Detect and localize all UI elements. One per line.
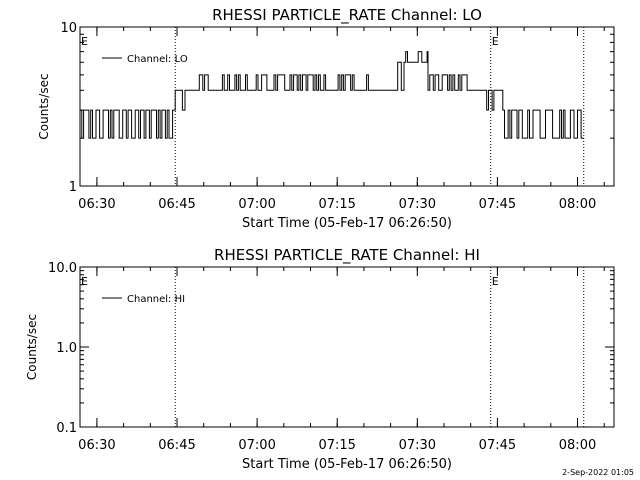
chart-title: RHESSI PARTICLE_RATE Channel: HI <box>214 246 480 265</box>
y-tick-label: 1 <box>69 180 77 195</box>
y-tick-label: 10 <box>60 21 77 36</box>
y-axis-label: Counts/sec <box>37 73 51 139</box>
x-tick-label: 07:45 <box>479 197 516 212</box>
y-tick-label: 10.0 <box>48 261 77 276</box>
x-axis-label: Start Time (05-Feb-17 06:26:50) <box>242 457 452 472</box>
x-tick-label: 06:30 <box>78 438 115 453</box>
legend-label: Channel: HI <box>127 294 185 305</box>
start-marker-label: E <box>81 275 88 288</box>
x-tick-label: 06:45 <box>158 438 195 453</box>
x-tick-label: 08:00 <box>559 197 596 212</box>
legend: Channel: LO <box>102 54 188 65</box>
event-marker-label: E <box>492 35 499 48</box>
y-axis-label: Counts/sec <box>25 314 39 380</box>
x-tick-label: 06:45 <box>158 197 195 212</box>
x-tick-label: 07:00 <box>238 438 275 453</box>
x-tick-label: 07:15 <box>318 438 355 453</box>
x-tick-label: 07:15 <box>318 197 355 212</box>
event-marker-label: E <box>492 275 499 288</box>
y-tick-label: 1.0 <box>56 341 77 356</box>
chart-panel-2: RHESSI PARTICLE_RATE Channel: HI Start Ti… <box>25 246 614 472</box>
y-tick-label: 0.1 <box>56 421 77 436</box>
x-tick-label: 06:30 <box>78 197 115 212</box>
plot-frame <box>80 27 614 186</box>
legend: Channel: HI <box>102 294 185 305</box>
x-tick-label: 07:45 <box>479 438 516 453</box>
x-tick-label: 08:00 <box>559 438 596 453</box>
x-tick-label: 07:30 <box>399 197 436 212</box>
plot-frame <box>80 267 614 427</box>
legend-label: Channel: LO <box>127 54 188 65</box>
chart-panel-1: RHESSI PARTICLE_RATE Channel: LO Start Ti… <box>37 6 614 231</box>
x-axis-label: Start Time (05-Feb-17 06:26:50) <box>242 216 452 231</box>
x-tick-label: 07:30 <box>399 438 436 453</box>
start-marker-label: E <box>81 35 88 48</box>
chart-title: RHESSI PARTICLE_RATE Channel: LO <box>212 6 482 25</box>
x-tick-label: 07:00 <box>238 197 275 212</box>
timestamp: 2-Sep-2022 01:05 <box>562 468 634 477</box>
